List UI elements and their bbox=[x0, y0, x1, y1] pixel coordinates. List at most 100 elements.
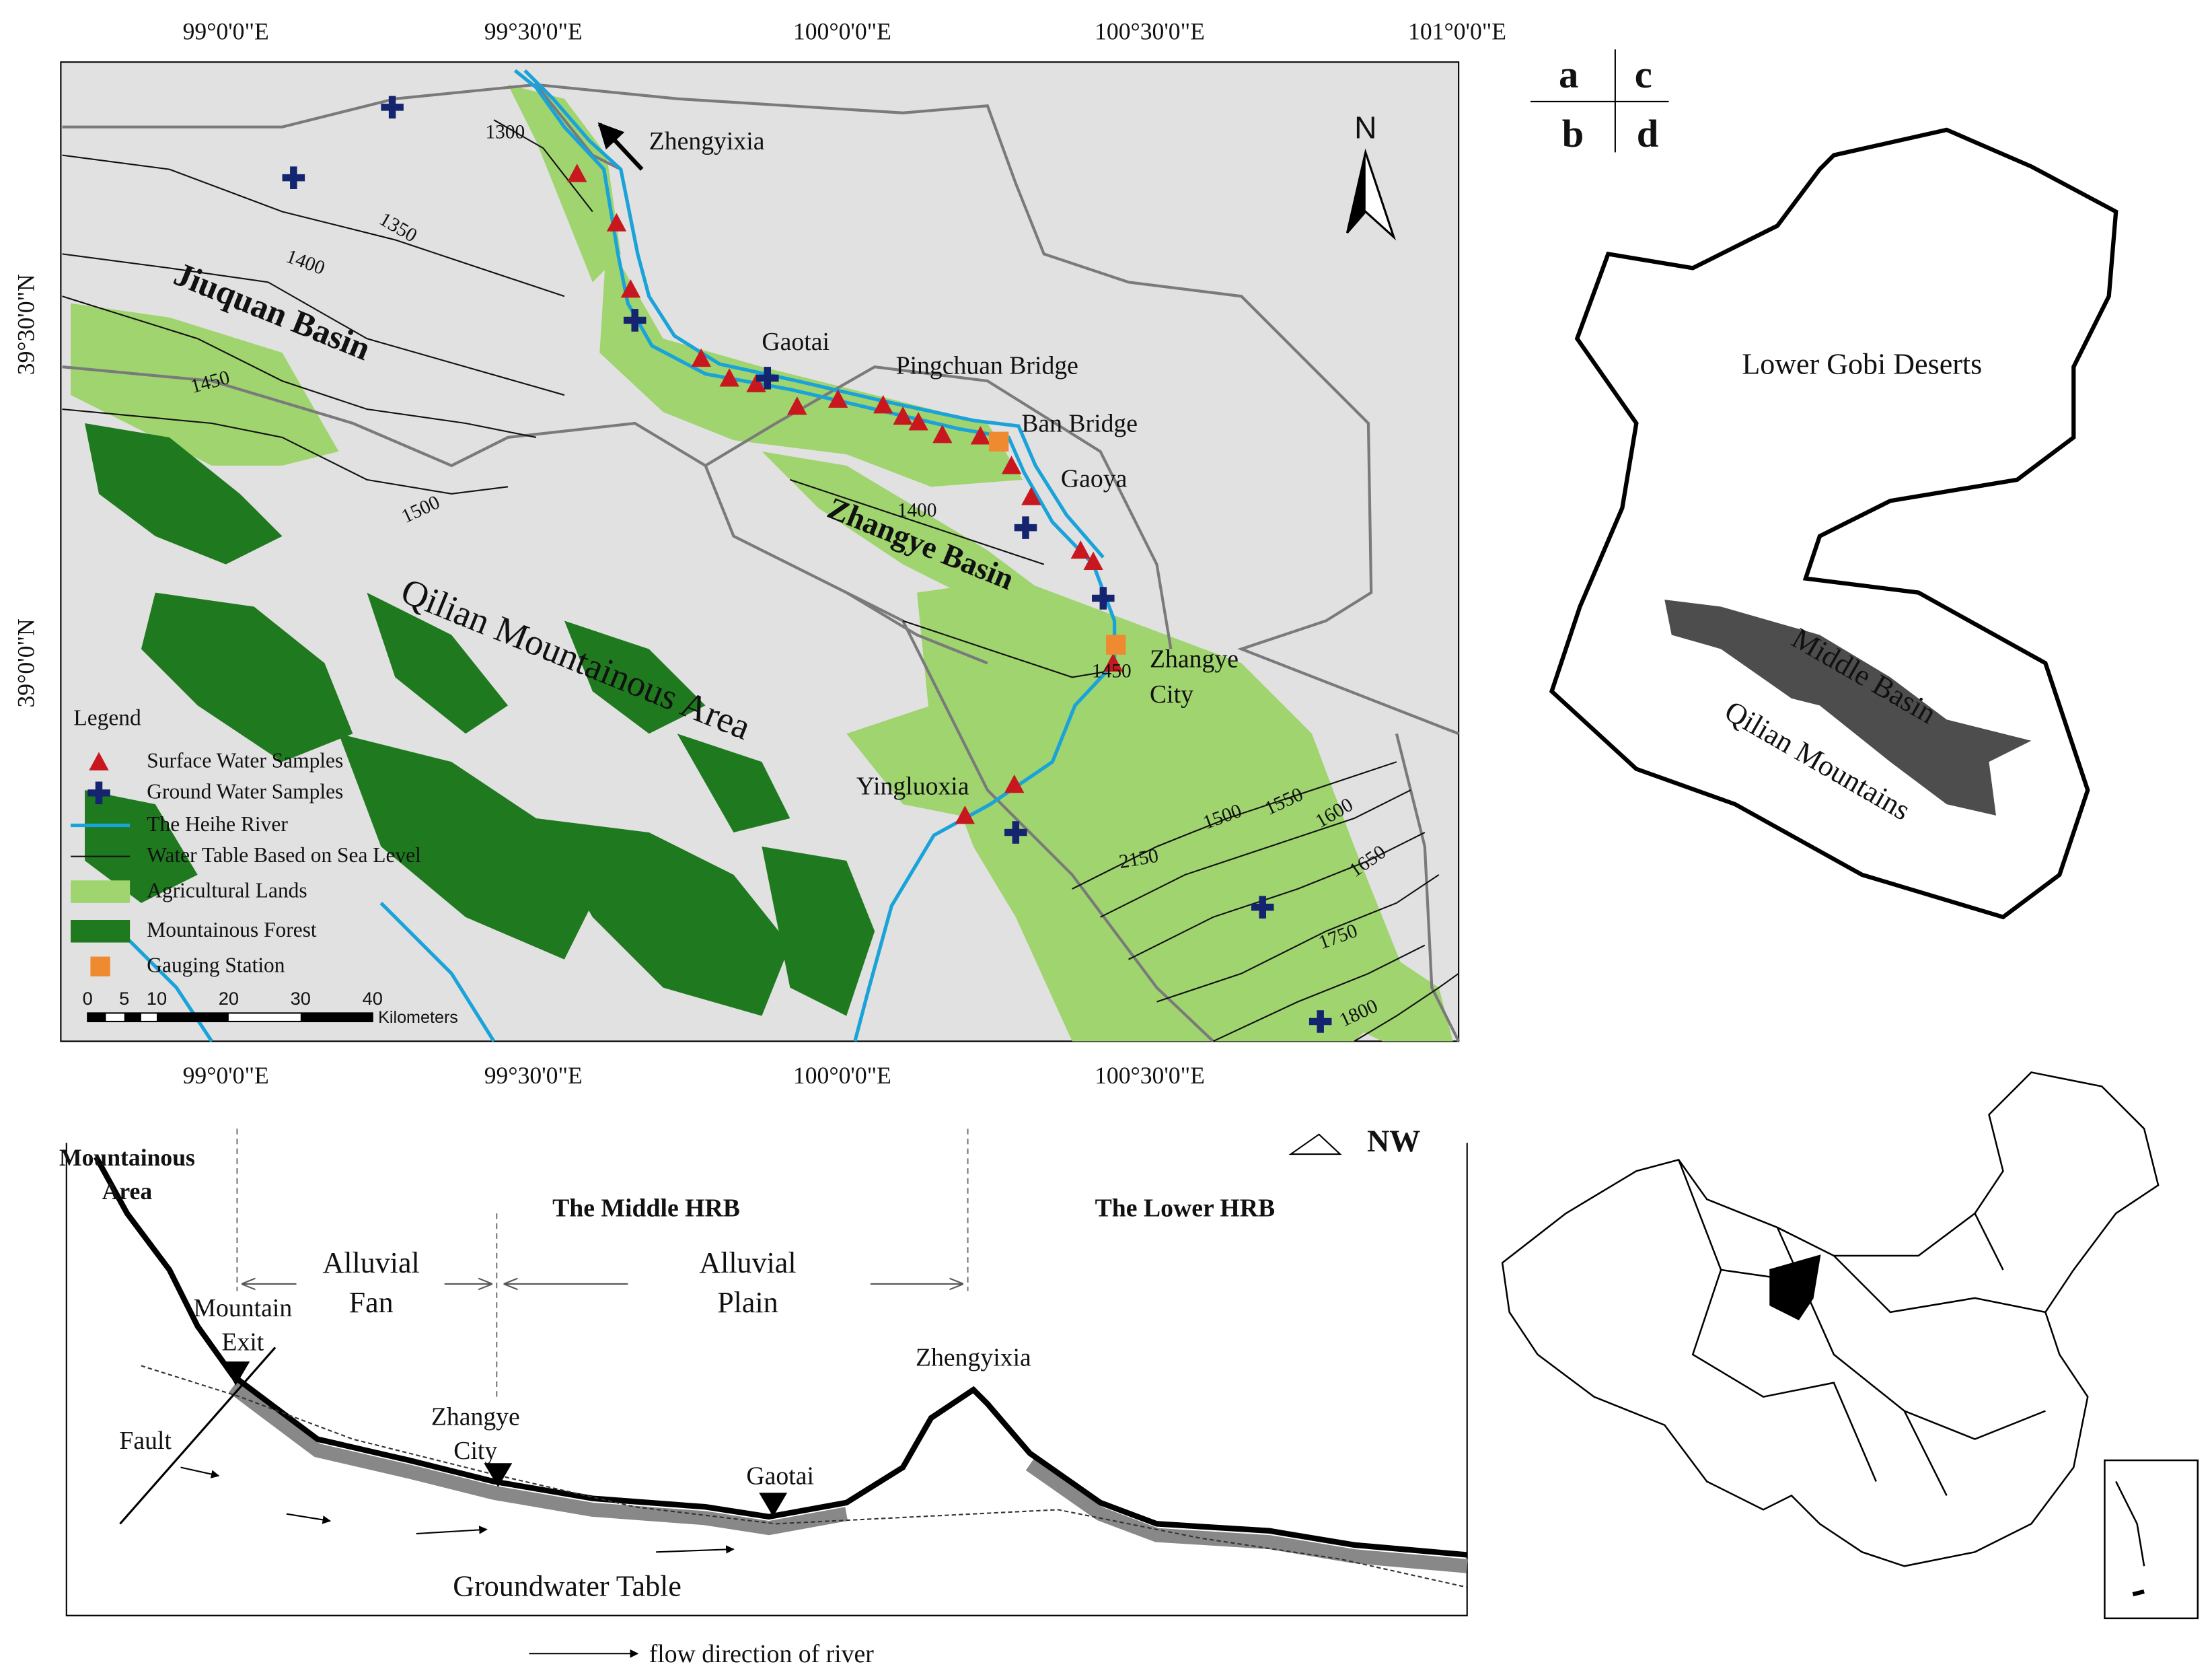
legend-forest bbox=[71, 920, 131, 943]
profile-label: Zhengyixia bbox=[916, 1344, 1031, 1372]
latitude-label: 39°30'0"N bbox=[13, 274, 40, 375]
surface-sample bbox=[1070, 540, 1091, 559]
surface-sample bbox=[746, 373, 766, 392]
ground-sample bbox=[1014, 516, 1037, 539]
legend-agri bbox=[71, 880, 131, 903]
scale-label: 10 bbox=[147, 988, 167, 1009]
latitude-label: 39°0'0"N bbox=[13, 618, 40, 707]
ground-sample bbox=[623, 309, 647, 332]
ground-sample bbox=[381, 96, 404, 119]
surface-sample bbox=[873, 395, 893, 414]
region-label: Lower Gobi Deserts bbox=[1742, 348, 1982, 381]
place-label: City bbox=[1150, 680, 1193, 709]
ground-sample bbox=[756, 367, 779, 390]
place-label: Zhangye bbox=[1150, 645, 1239, 674]
profile-label: Alluvial bbox=[699, 1246, 796, 1279]
scale-label: 40 bbox=[363, 988, 383, 1009]
longitude-label: 99°0'0"E bbox=[183, 18, 269, 45]
scale-label: 5 bbox=[119, 988, 129, 1009]
sample-markers bbox=[71, 96, 1332, 1033]
profile-label: The Middle HRB bbox=[552, 1194, 740, 1222]
basin-outline bbox=[1549, 127, 2118, 920]
profile-label: Plain bbox=[717, 1286, 778, 1319]
legend-label: Ground Water Samples bbox=[147, 780, 343, 803]
place-label: Ban Bridge bbox=[1021, 410, 1138, 438]
profile-label: Fault bbox=[119, 1427, 172, 1455]
contour-label: 1400 bbox=[897, 499, 937, 521]
surface-sample bbox=[1001, 456, 1022, 474]
ground-sample bbox=[1004, 821, 1027, 844]
boundaries bbox=[62, 83, 1461, 1042]
surface-sample bbox=[567, 164, 587, 182]
map-a bbox=[60, 61, 1461, 1042]
surface-sample bbox=[606, 213, 627, 231]
middle-basin bbox=[1664, 600, 2032, 816]
ground-sample bbox=[1308, 1010, 1332, 1033]
longitude-label: 99°0'0"E bbox=[183, 1062, 269, 1089]
direction-label: NW bbox=[1367, 1124, 1420, 1158]
profile-label: Fan bbox=[349, 1286, 394, 1319]
surface-sample bbox=[620, 279, 641, 298]
water-table-contours bbox=[62, 119, 1459, 1042]
legend-label: Water Table Based on Sea Level bbox=[147, 843, 421, 867]
china-map bbox=[1501, 1071, 2199, 1620]
legend-label: Surface Water Samples bbox=[147, 749, 343, 773]
longitude-label: 100°0'0"E bbox=[793, 18, 891, 45]
profile-label: Exit bbox=[221, 1328, 264, 1356]
longitude-label: 100°30'0"E bbox=[1095, 18, 1205, 45]
profile-label: Zhangye bbox=[431, 1403, 520, 1431]
panel-letter: b bbox=[1562, 112, 1584, 155]
mountainous-forest bbox=[85, 423, 875, 1016]
panel-letter: a bbox=[1559, 52, 1578, 96]
longitude-label: 99°30'0"E bbox=[484, 18, 583, 45]
profile-label: Gaotai bbox=[746, 1462, 814, 1491]
profile-label: flow direction of river bbox=[649, 1640, 875, 1668]
profile-label: Mountainous bbox=[59, 1144, 195, 1171]
scale-unit: Kilometers bbox=[378, 1008, 458, 1027]
place-label: Gaotai bbox=[762, 328, 830, 356]
profile-label: Groundwater Table bbox=[453, 1569, 681, 1602]
gauging-station bbox=[1106, 635, 1126, 655]
gauging-station bbox=[988, 431, 1009, 452]
profile-label: The Lower HRB bbox=[1095, 1194, 1276, 1222]
surface-sample bbox=[719, 368, 739, 387]
scale-label: 20 bbox=[219, 988, 239, 1009]
legend-title: Legend bbox=[73, 706, 141, 731]
place-label: Gaoya bbox=[1061, 464, 1128, 493]
place-label: Pingchuan Bridge bbox=[896, 352, 1078, 380]
surface-sample bbox=[1021, 487, 1041, 505]
profile-label: Alluvial bbox=[323, 1246, 420, 1279]
profile bbox=[65, 1129, 1468, 1658]
surface-sample bbox=[89, 752, 109, 771]
profile-label: Area bbox=[102, 1178, 153, 1205]
flow-arrow bbox=[597, 122, 644, 171]
longitude-label: 99°30'0"E bbox=[484, 1062, 583, 1089]
surface-sample bbox=[908, 412, 928, 431]
profile-label: Mountain bbox=[194, 1294, 293, 1322]
panel-letter: c bbox=[1635, 52, 1652, 96]
legend-label: Mountainous Forest bbox=[147, 918, 317, 941]
legend-label: Agricultural Lands bbox=[147, 878, 307, 902]
legend-label: The Heihe River bbox=[147, 812, 288, 836]
scale-bar bbox=[87, 1012, 373, 1023]
longitude-label: 101°0'0"E bbox=[1408, 18, 1506, 45]
ground-sample bbox=[1092, 587, 1115, 610]
ground-sample bbox=[87, 781, 110, 805]
surface-sample bbox=[691, 348, 711, 367]
scale-label: 30 bbox=[291, 988, 311, 1009]
surface-sample bbox=[932, 425, 953, 443]
longitude-label: 100°0'0"E bbox=[793, 1062, 891, 1089]
contour-label: 1300 bbox=[485, 121, 525, 143]
legend-label: Gauging Station bbox=[147, 954, 285, 977]
ground-sample bbox=[282, 166, 305, 189]
surface-sample bbox=[893, 406, 913, 425]
scale-label: 0 bbox=[83, 988, 93, 1009]
surface-sample bbox=[827, 389, 848, 408]
gauging-station bbox=[90, 956, 110, 976]
profile-label: City bbox=[453, 1437, 497, 1465]
heihe-river bbox=[112, 69, 1117, 1042]
surface-sample bbox=[1103, 653, 1123, 672]
longitude-label: 100°30'0"E bbox=[1095, 1062, 1205, 1089]
surface-sample bbox=[1083, 551, 1103, 571]
